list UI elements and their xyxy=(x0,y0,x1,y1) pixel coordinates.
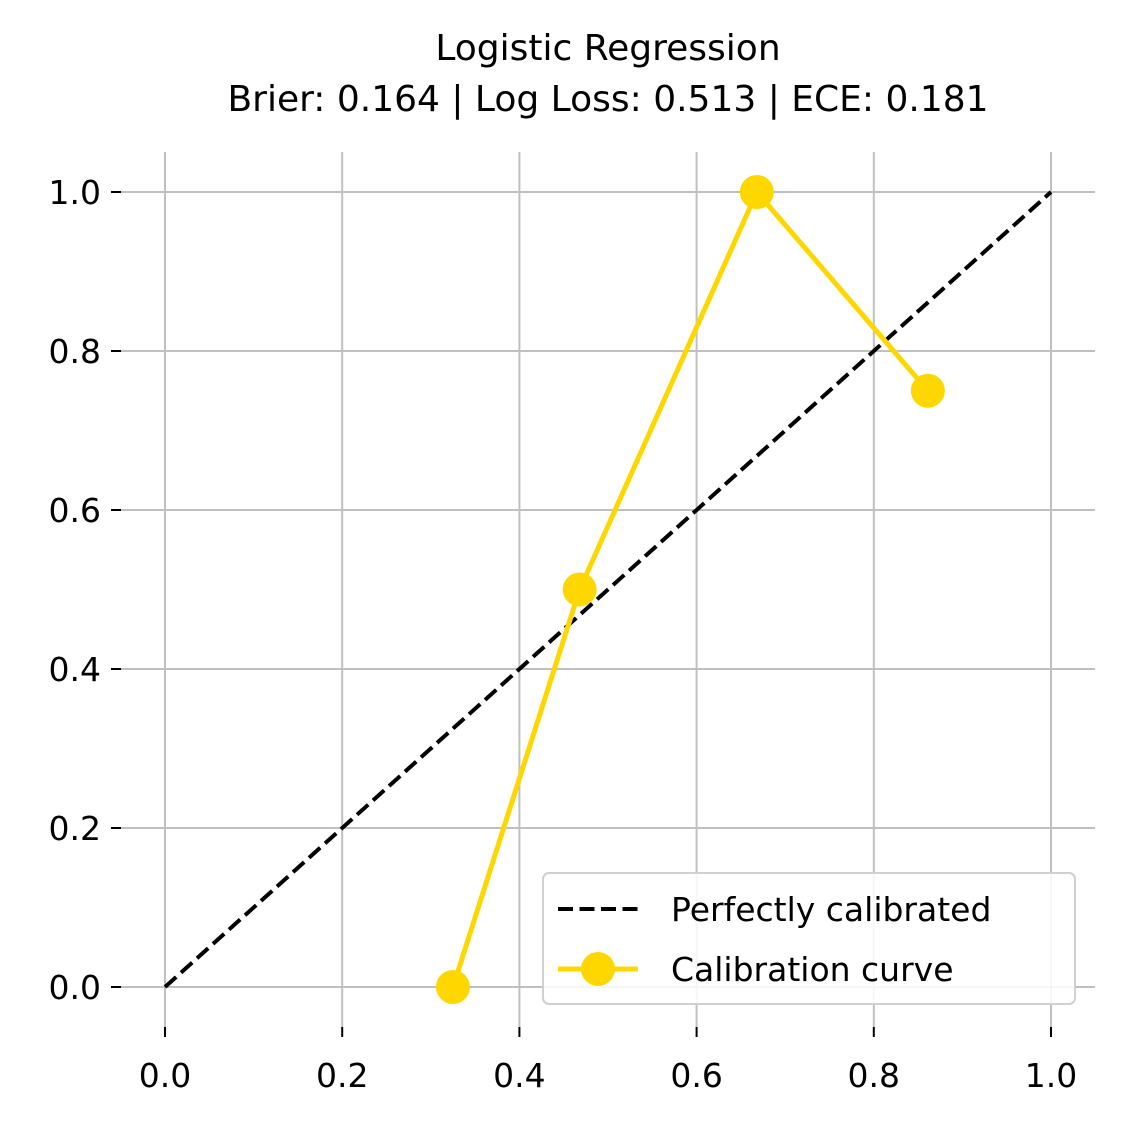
y-tick-label: 0.0 xyxy=(49,968,101,1007)
legend: Perfectly calibrated Calibration curve xyxy=(542,872,1076,1005)
y-tick-label: 0.4 xyxy=(49,650,101,689)
x-tick-label: 0.4 xyxy=(493,1056,545,1095)
x-tick-label: 0.6 xyxy=(670,1056,722,1095)
calibration-point xyxy=(910,373,945,408)
x-tick-label: 0.0 xyxy=(139,1056,191,1095)
x-tick-label: 0.8 xyxy=(848,1056,900,1095)
legend-label: Perfectly calibrated xyxy=(671,890,991,929)
chart-subtitle: Brier: 0.164 | Log Loss: 0.513 | ECE: 0.… xyxy=(227,79,988,120)
axis-ticks: 0.0 0.2 0.4 0.6 0.8 1.0 0.0 0.2 0.4 0.6 0.8 1.0 xyxy=(49,173,1078,1095)
legend-swatch-marker xyxy=(581,952,615,986)
y-tick-label: 1.0 xyxy=(49,173,101,212)
chart-title: Logistic Regression xyxy=(435,28,780,69)
plot-series xyxy=(163,175,1053,1004)
calibration-point xyxy=(562,572,597,607)
series-line-calibration-curve xyxy=(450,189,930,988)
legend-box xyxy=(542,872,1076,1005)
y-tick-label: 0.2 xyxy=(49,809,101,848)
y-tick-label: 0.6 xyxy=(49,491,101,530)
x-tick-label: 1.0 xyxy=(1025,1056,1077,1095)
calibration-point xyxy=(435,970,470,1004)
calibration-point xyxy=(739,175,774,209)
y-tick-label: 0.8 xyxy=(49,332,101,371)
legend-label: Calibration curve xyxy=(671,950,954,989)
x-tick-label: 0.2 xyxy=(316,1056,368,1095)
series-line-perfectly-calibrated xyxy=(163,190,1053,989)
grid-lines xyxy=(121,152,1095,1027)
